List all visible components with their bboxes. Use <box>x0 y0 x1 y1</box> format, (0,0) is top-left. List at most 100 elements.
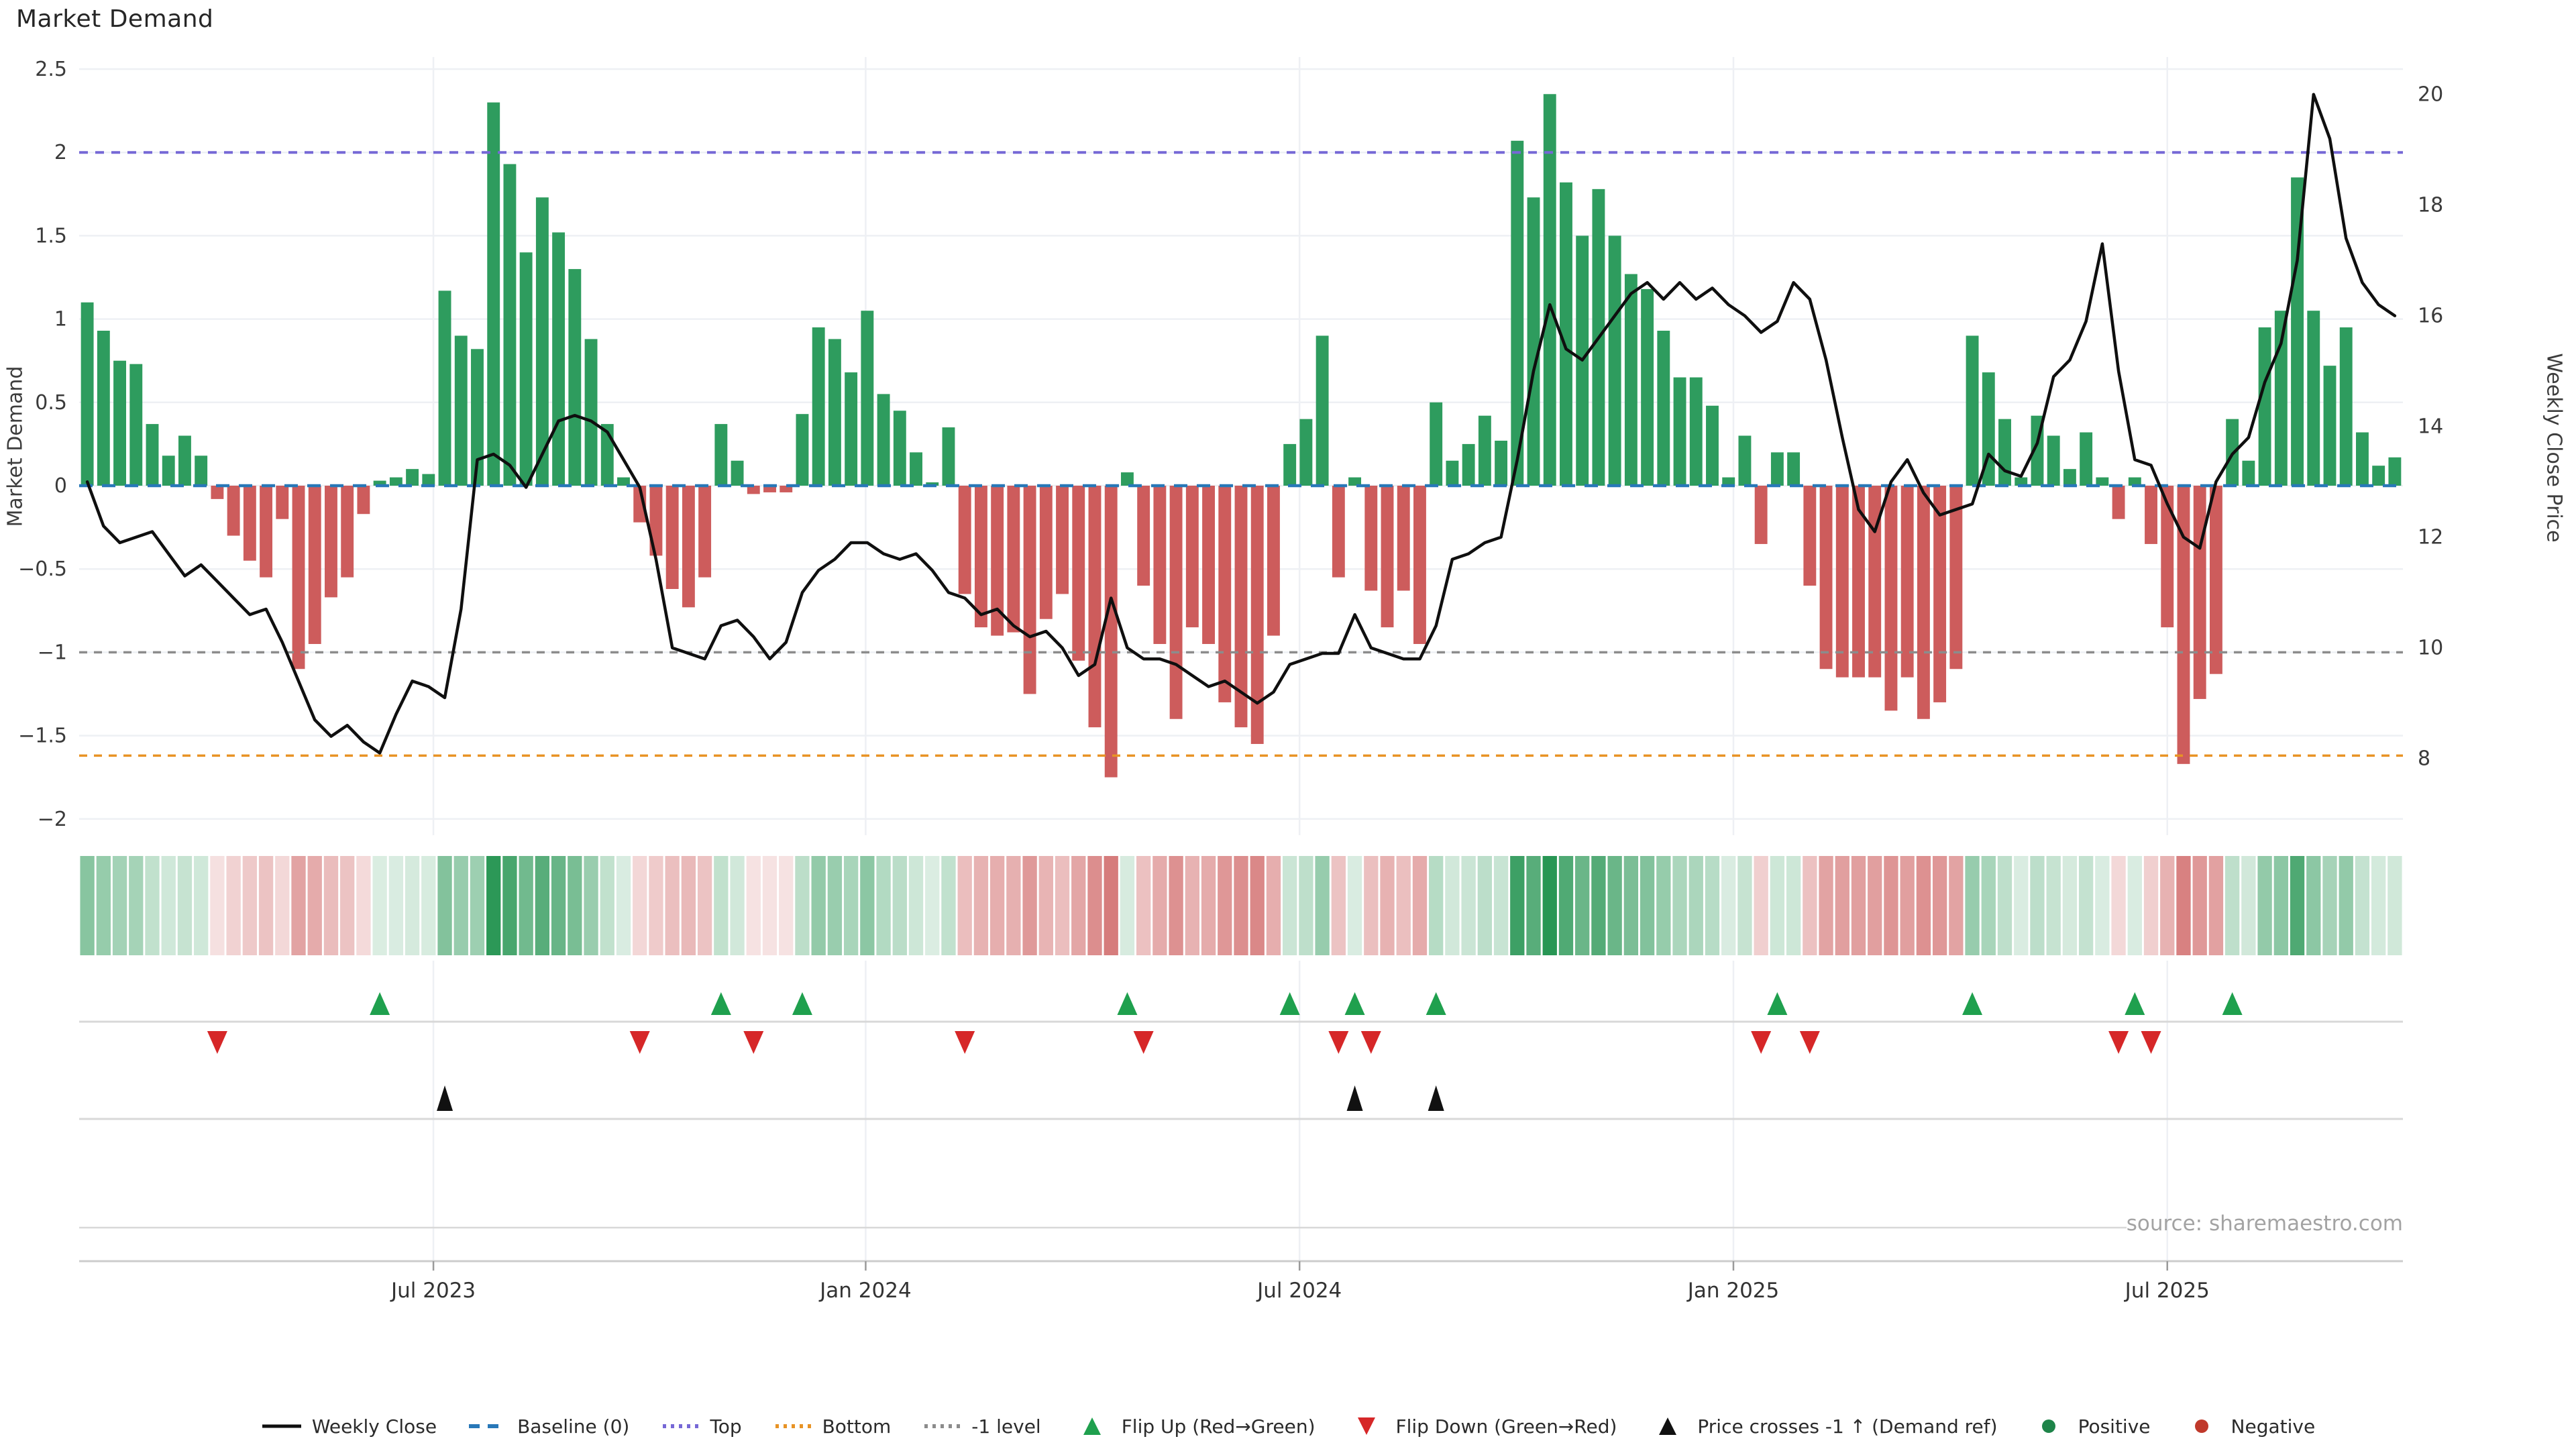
demand-bar-positive <box>1722 477 1735 486</box>
demand-bar-negative <box>1364 486 1378 591</box>
demand-bar-negative <box>2193 486 2206 699</box>
demand-bar-negative <box>1884 486 1898 711</box>
right-axis-tick: 18 <box>2418 194 2443 217</box>
legend-item-label: Baseline (0) <box>517 1415 630 1438</box>
heatmap-cell <box>714 856 729 955</box>
legend-item-label: Bottom <box>822 1415 892 1438</box>
heatmap-cell <box>925 856 940 955</box>
legend-dots-icon <box>775 1424 812 1428</box>
demand-bar-positive <box>2355 432 2369 486</box>
heatmap-cell <box>2208 856 2224 955</box>
demand-bar-positive <box>2323 366 2337 486</box>
heatmap-cell <box>649 856 663 955</box>
heatmap-cell <box>600 856 614 955</box>
flip-down-marker <box>207 1031 227 1054</box>
demand-bar-negative <box>2145 486 2157 544</box>
flip-up-marker <box>2222 992 2243 1015</box>
legend-item-label: Positive <box>2078 1415 2151 1438</box>
heatmap-cell <box>486 856 501 955</box>
heatmap-cell <box>1022 856 1037 955</box>
legend-item: Flip Up (Red→Green) <box>1071 1415 1316 1438</box>
demand-bar-negative <box>2209 486 2222 674</box>
demand-bar-positive <box>942 427 955 486</box>
demand-bar-positive <box>1299 419 1313 486</box>
flip-up-marker <box>1962 992 1983 1015</box>
heatmap-cell <box>2339 856 2353 955</box>
legend-item-label: Flip Down (Green→Red) <box>1395 1415 1617 1438</box>
heatmap-cell <box>2257 856 2272 955</box>
heatmap-cell <box>2387 856 2402 955</box>
heatmap-cell <box>1218 856 1232 955</box>
heatmap-cell <box>1347 856 1362 955</box>
demand-bar-positive <box>80 302 94 486</box>
demand-bar-negative <box>1185 486 1199 628</box>
heatmap-cell <box>941 856 956 955</box>
heatmap-cell <box>437 856 452 955</box>
demand-bar-positive <box>1316 335 1329 486</box>
heatmap-cell <box>1932 856 1947 955</box>
right-axis-tick: 16 <box>2418 305 2443 328</box>
left-axis-tick: 2.5 <box>35 58 67 81</box>
heatmap-cell <box>1087 856 1102 955</box>
demand-bar-positive <box>422 474 435 486</box>
heatmap-cell <box>405 856 420 955</box>
x-axis-date-label: Jan 2025 <box>1686 1279 1780 1303</box>
heatmap-cell <box>2224 856 2240 955</box>
heatmap-cell <box>876 856 891 955</box>
demand-bar-positive <box>731 460 744 486</box>
demand-bar-negative <box>1803 486 1817 586</box>
demand-bar-positive <box>1673 377 1686 486</box>
flip-down-marker <box>2141 1031 2161 1054</box>
heatmap-cell <box>1542 856 1557 955</box>
weekly-close-line <box>85 93 2397 755</box>
demand-bar-positive <box>1706 405 1719 486</box>
heatmap-cell <box>2176 856 2191 955</box>
demand-bar-negative <box>2177 486 2190 764</box>
flip-up-marker <box>1426 992 1446 1015</box>
demand-bar-negative <box>1381 486 1394 628</box>
demand-bar-positive <box>487 102 500 486</box>
heatmap-cell <box>2143 856 2159 955</box>
heatmap-cell <box>1868 856 1882 955</box>
demand-bar-positive <box>1998 419 2011 486</box>
legend-item: Flip Down (Green→Red) <box>1345 1415 1617 1438</box>
demand-bar-positive <box>1641 288 1654 486</box>
heatmap-cell <box>2192 856 2207 955</box>
demand-bar-positive <box>812 327 825 486</box>
heatmap-cell <box>129 856 144 955</box>
heatmap-cell <box>2273 856 2288 955</box>
legend-dashes-icon <box>469 1424 507 1428</box>
right-axis-tick: 8 <box>2418 747 2430 771</box>
flip-down-marker <box>1328 1031 1349 1054</box>
demand-bar-negative <box>1250 486 1264 745</box>
left-axis-tick: 1 <box>54 308 67 331</box>
demand-bar-negative <box>698 486 712 578</box>
demand-bar-negative <box>1104 486 1118 777</box>
heatmap-cell <box>340 856 355 955</box>
legend-circle-icon <box>2041 1419 2055 1433</box>
heatmap-cell <box>1169 856 1183 955</box>
page-title: Market Demand <box>16 5 214 33</box>
demand-bar-positive <box>1657 330 1670 486</box>
demand-bar-negative <box>1072 486 1085 661</box>
demand-bar-negative <box>1933 486 1947 702</box>
demand-bar-positive <box>454 335 468 486</box>
heatmap-cell <box>194 856 209 955</box>
heatmap-cell <box>372 856 387 955</box>
heatmap-cell <box>1786 856 1801 955</box>
heatmap-cell <box>226 856 241 955</box>
heatmap-cell <box>1900 856 1915 955</box>
demand-bar-positive <box>113 360 127 486</box>
legend-item-label: Top <box>710 1415 742 1438</box>
heatmap-cell <box>957 856 972 955</box>
heatmap-cell <box>2111 856 2126 955</box>
legend-line-icon <box>262 1424 301 1428</box>
demand-bar-negative <box>665 486 679 590</box>
demand-bar-negative <box>1137 486 1150 586</box>
demand-bar-positive <box>714 424 728 486</box>
heatmap-cell <box>1672 856 1687 955</box>
demand-bar-positive <box>389 477 402 486</box>
heatmap-cell <box>1152 856 1167 955</box>
demand-bar-negative <box>243 486 256 561</box>
demand-bar-positive <box>584 339 598 486</box>
